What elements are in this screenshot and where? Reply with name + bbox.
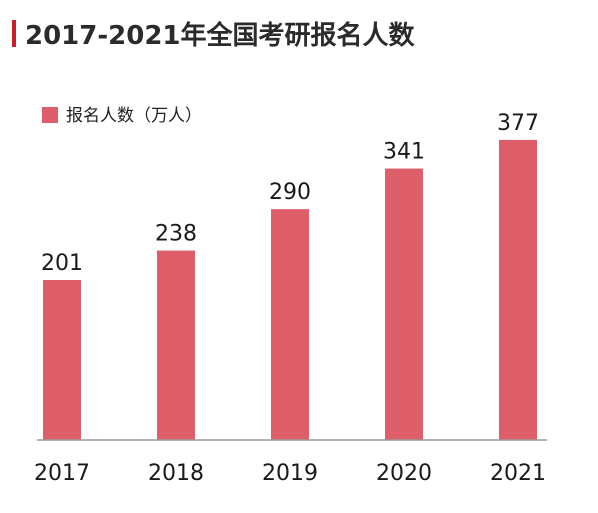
- legend-swatch: [42, 107, 58, 123]
- title-accent-bar: [12, 20, 16, 47]
- bars-group: [43, 139, 537, 440]
- bar-2018: [157, 250, 195, 440]
- value-labels-group: 201 238 290 341 377: [41, 111, 539, 276]
- x-tick-label-2021: 2021: [490, 461, 546, 486]
- x-tick-labels-group: 2017 2018 2019 2020 2021: [34, 461, 546, 486]
- bar-2020: [385, 168, 423, 440]
- chart-title: 2017-2021年全国考研报名人数: [25, 20, 416, 51]
- x-tick-label-2017: 2017: [34, 461, 90, 486]
- value-label-2019: 290: [269, 180, 311, 205]
- bar-2019: [271, 209, 309, 440]
- value-label-2020: 341: [383, 140, 425, 165]
- value-label-2017: 201: [41, 251, 83, 276]
- x-tick-label-2018: 2018: [148, 461, 204, 486]
- value-label-2018: 238: [155, 222, 197, 247]
- legend-label: 报名人数（万人）: [66, 106, 202, 126]
- bar-2017: [43, 280, 81, 440]
- x-tick-label-2020: 2020: [376, 461, 432, 486]
- value-label-2021: 377: [497, 111, 539, 136]
- bar-2021: [499, 139, 537, 440]
- x-tick-label-2019: 2019: [262, 461, 318, 486]
